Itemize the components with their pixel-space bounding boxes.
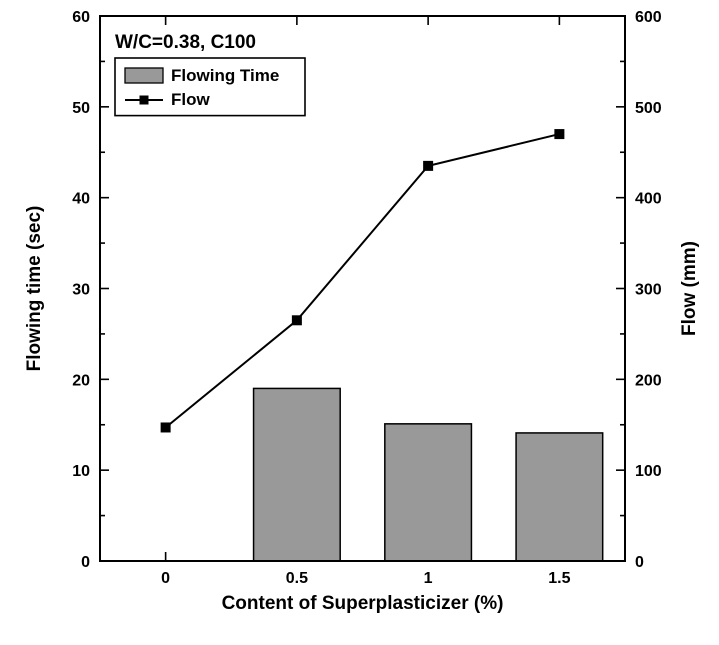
x-tick-label: 1.5 (548, 570, 570, 587)
yleft-tick-label: 40 (72, 191, 90, 208)
yright-tick-label: 100 (635, 463, 662, 480)
yright-tick-label: 400 (635, 191, 662, 208)
annotation-text: W/C=0.38, C100 (115, 32, 256, 53)
x-tick-label: 1 (424, 570, 433, 587)
yleft-tick-label: 50 (72, 100, 90, 117)
flow-marker (555, 130, 564, 139)
legend-label-bar: Flowing Time (171, 66, 279, 85)
chart-svg: 0102030405060010020030040050060000.511.5… (0, 0, 719, 645)
bar (254, 388, 341, 561)
flow-line (166, 134, 560, 427)
flow-marker (292, 316, 301, 325)
yleft-axis-label: Flowing time (sec) (24, 206, 45, 372)
flow-marker (424, 161, 433, 170)
bar (385, 424, 472, 561)
yright-tick-label: 200 (635, 372, 662, 389)
yright-tick-label: 0 (635, 554, 644, 571)
yleft-tick-label: 30 (72, 282, 90, 299)
legend-swatch-marker (140, 96, 149, 105)
x-tick-label: 0.5 (286, 570, 308, 587)
yleft-tick-label: 60 (72, 9, 90, 26)
bar (516, 433, 603, 561)
yleft-tick-label: 0 (81, 554, 90, 571)
yright-tick-label: 600 (635, 9, 662, 26)
yright-axis-label: Flow (mm) (679, 241, 700, 336)
legend-swatch-bar (125, 68, 163, 83)
yright-tick-label: 300 (635, 282, 662, 299)
yright-tick-label: 500 (635, 100, 662, 117)
yleft-tick-label: 20 (72, 372, 90, 389)
x-axis-label: Content of Superplasticizer (%) (222, 593, 504, 614)
yleft-tick-label: 10 (72, 463, 90, 480)
x-tick-label: 0 (161, 570, 170, 587)
legend-label-line: Flow (171, 90, 210, 109)
flow-marker (161, 423, 170, 432)
chart-container: 0102030405060010020030040050060000.511.5… (0, 0, 719, 645)
